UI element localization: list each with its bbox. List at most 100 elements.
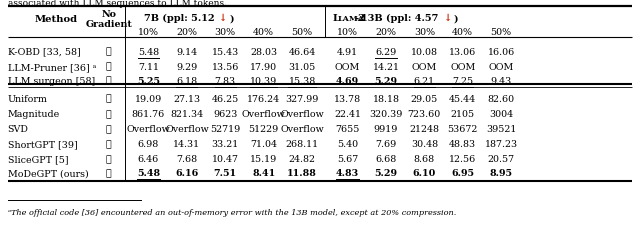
Text: ✓: ✓ (106, 109, 111, 118)
Text: 723.60: 723.60 (408, 109, 441, 118)
Text: 5.67: 5.67 (337, 155, 358, 163)
Text: 7.11: 7.11 (138, 63, 159, 71)
Text: Overflow: Overflow (280, 125, 324, 133)
Text: 4.83: 4.83 (336, 168, 359, 177)
Text: 6.68: 6.68 (375, 155, 397, 163)
Text: 4.91: 4.91 (337, 48, 358, 56)
Text: ✓: ✓ (106, 125, 111, 133)
Text: 46.64: 46.64 (289, 48, 316, 56)
Text: 39521: 39521 (486, 125, 516, 133)
Text: 10.47: 10.47 (212, 155, 239, 163)
Text: 45.44: 45.44 (449, 94, 476, 103)
Text: 268.11: 268.11 (285, 140, 319, 148)
Text: 7.83: 7.83 (214, 76, 236, 85)
Text: 9623: 9623 (213, 109, 237, 118)
Text: 50%: 50% (490, 27, 512, 36)
Text: 11.88: 11.88 (287, 168, 317, 177)
Text: 16.06: 16.06 (488, 48, 515, 56)
Text: No
Gradient: No Gradient (85, 10, 132, 29)
Text: Overflow: Overflow (127, 125, 170, 133)
Text: 7.68: 7.68 (176, 155, 198, 163)
Text: Overflow: Overflow (280, 109, 324, 118)
Text: 9.14: 9.14 (176, 48, 198, 56)
Text: 31.05: 31.05 (289, 63, 316, 71)
Text: Overflow: Overflow (165, 125, 209, 133)
Text: SliceGPT [5]: SliceGPT [5] (8, 155, 68, 163)
Text: 13.56: 13.56 (212, 63, 239, 71)
Text: 71.04: 71.04 (250, 140, 277, 148)
Text: -2: -2 (355, 14, 365, 23)
Text: ᵃThe official code [36] encountered an out-of-memory error with the 13B model, e: ᵃThe official code [36] encountered an o… (8, 208, 456, 216)
Text: 29.05: 29.05 (411, 94, 438, 103)
Text: 10.08: 10.08 (411, 48, 438, 56)
Text: ✓: ✓ (106, 155, 111, 163)
Text: K-OBD [33, 58]: K-OBD [33, 58] (8, 48, 81, 56)
Text: 6.46: 6.46 (138, 155, 159, 163)
Text: 8.41: 8.41 (252, 168, 275, 177)
Text: associated with LLM sequences to LLM tokens.: associated with LLM sequences to LLM tok… (8, 0, 227, 8)
Text: 6.98: 6.98 (138, 140, 159, 148)
Text: 13.78: 13.78 (334, 94, 361, 103)
Text: LLM surgeon [58]: LLM surgeon [58] (8, 76, 95, 85)
Text: 20.57: 20.57 (488, 155, 515, 163)
Text: 5.48: 5.48 (137, 168, 160, 177)
Text: 9919: 9919 (374, 125, 398, 133)
Text: ): ) (454, 14, 458, 23)
Text: L: L (333, 14, 340, 23)
Text: 7.51: 7.51 (214, 168, 237, 177)
Text: 20%: 20% (177, 27, 197, 36)
Text: 51229: 51229 (248, 125, 279, 133)
Text: 12.56: 12.56 (449, 155, 476, 163)
Text: 6.95: 6.95 (451, 168, 474, 177)
Text: ✓: ✓ (106, 140, 111, 148)
Text: 320.39: 320.39 (369, 109, 403, 118)
Text: 821.34: 821.34 (170, 109, 204, 118)
Text: LAMA: LAMA (338, 15, 365, 22)
Text: 7.69: 7.69 (375, 140, 397, 148)
Text: ✗: ✗ (106, 76, 111, 85)
Text: 82.60: 82.60 (488, 94, 515, 103)
Text: 15.19: 15.19 (250, 155, 277, 163)
Text: 3004: 3004 (489, 109, 513, 118)
Text: 15.38: 15.38 (289, 76, 316, 85)
Text: 10%: 10% (337, 27, 358, 36)
Text: 10%: 10% (138, 27, 159, 36)
Text: 53672: 53672 (447, 125, 478, 133)
Text: OOM: OOM (335, 63, 360, 71)
Text: ✗: ✗ (106, 48, 111, 56)
Text: LLM-Pruner [36] ᵃ: LLM-Pruner [36] ᵃ (8, 63, 96, 71)
Text: ✓: ✓ (106, 94, 111, 103)
Text: 327.99: 327.99 (285, 94, 319, 103)
Text: ShortGPT [39]: ShortGPT [39] (8, 140, 77, 148)
Text: Uniform: Uniform (8, 94, 47, 103)
Text: OOM: OOM (412, 63, 437, 71)
Text: 30%: 30% (413, 27, 435, 36)
Text: 176.24: 176.24 (247, 94, 280, 103)
Text: 13B (ppl: 4.57: 13B (ppl: 4.57 (362, 14, 442, 23)
Text: 13.06: 13.06 (449, 48, 476, 56)
Text: 46.25: 46.25 (212, 94, 239, 103)
Text: 6.18: 6.18 (176, 76, 198, 85)
Text: 52719: 52719 (210, 125, 241, 133)
Text: 6.16: 6.16 (175, 168, 198, 177)
Text: 8.95: 8.95 (490, 168, 513, 177)
Text: 9.43: 9.43 (490, 76, 512, 85)
Text: 7B (ppl: 5.12: 7B (ppl: 5.12 (143, 14, 218, 23)
Text: ✓: ✓ (106, 168, 111, 177)
Text: 21248: 21248 (410, 125, 439, 133)
Text: 30%: 30% (214, 27, 236, 36)
Text: 5.29: 5.29 (374, 168, 397, 177)
Text: 2105: 2105 (451, 109, 475, 118)
Text: 861.76: 861.76 (132, 109, 165, 118)
Text: 17.90: 17.90 (250, 63, 277, 71)
Text: MoDeGPT (ours): MoDeGPT (ours) (8, 168, 88, 177)
Text: 14.21: 14.21 (372, 63, 399, 71)
Text: 40%: 40% (452, 27, 473, 36)
Text: 9.29: 9.29 (176, 63, 198, 71)
Text: 28.03: 28.03 (250, 48, 277, 56)
Text: Method: Method (34, 15, 77, 24)
Text: 20%: 20% (376, 27, 396, 36)
Text: OOM: OOM (450, 63, 476, 71)
Text: 5.29: 5.29 (374, 76, 397, 85)
Text: 6.29: 6.29 (375, 48, 397, 56)
